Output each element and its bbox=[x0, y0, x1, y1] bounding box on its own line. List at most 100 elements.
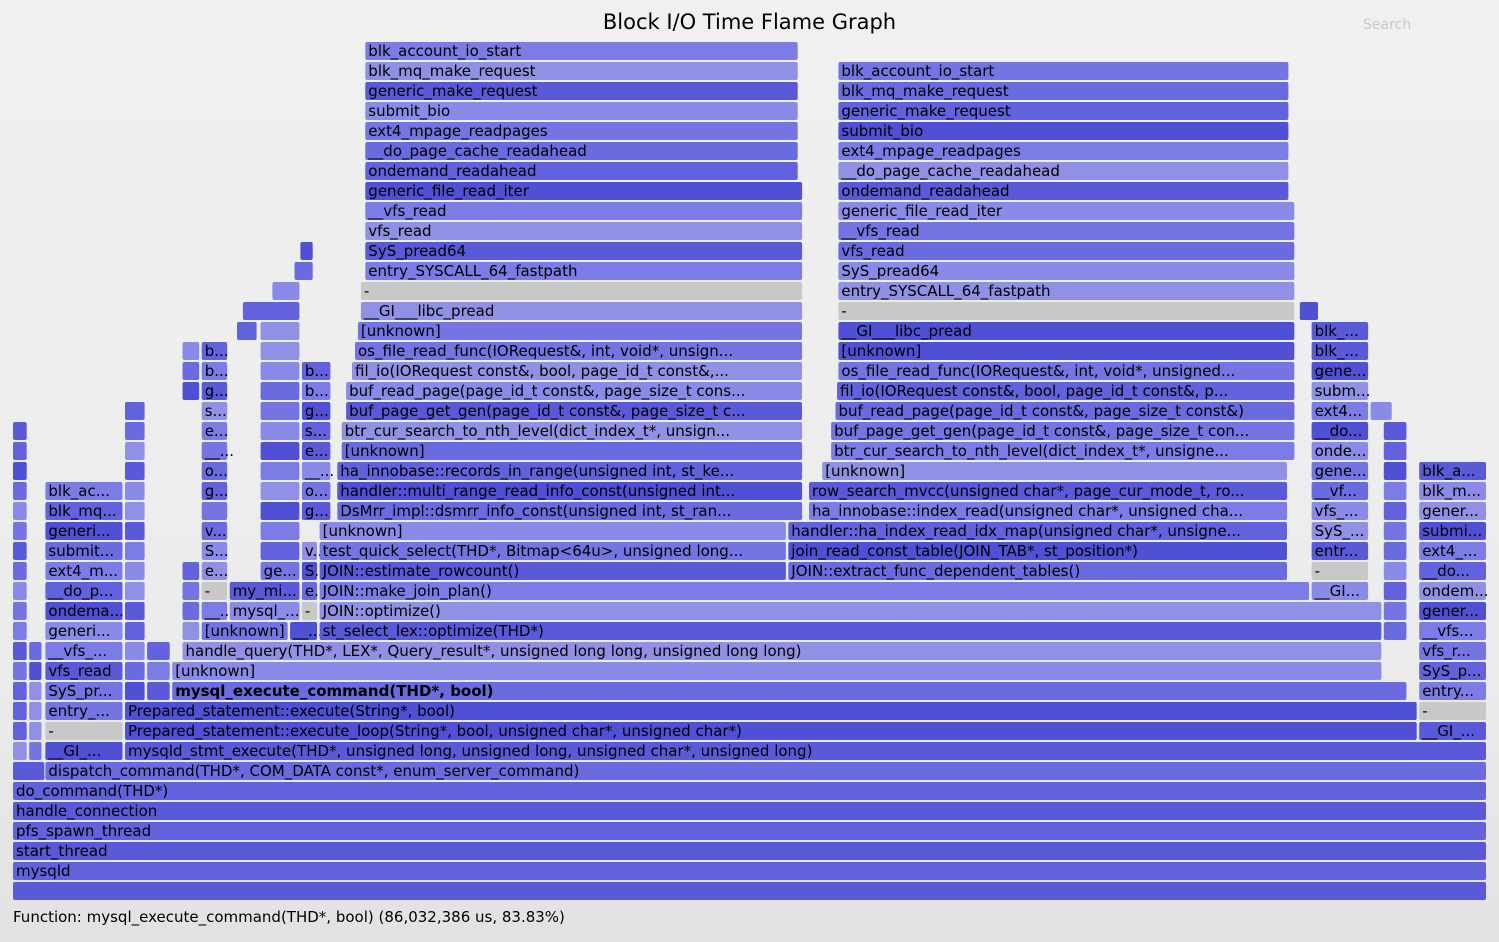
flame-frame-rect[interactable] bbox=[838, 82, 1289, 100]
flame-frame[interactable] bbox=[1383, 542, 1407, 560]
flame-frame-rect[interactable] bbox=[260, 362, 300, 380]
flame-frame[interactable]: test_quick_select(THD*, Bitmap<64u>, uns… bbox=[319, 542, 786, 561]
flame-frame-rect[interactable] bbox=[13, 462, 27, 480]
flame-frame-rect[interactable] bbox=[1383, 622, 1407, 640]
flame-frame-rect[interactable] bbox=[260, 382, 300, 400]
flame-frame[interactable]: join_read_const_table(JOIN_TAB*, st_posi… bbox=[788, 542, 1287, 561]
flame-frame[interactable] bbox=[125, 642, 145, 660]
flame-frame-rect[interactable] bbox=[337, 462, 803, 480]
flame-frame-rect[interactable] bbox=[831, 422, 1295, 440]
flame-frame[interactable]: e... bbox=[201, 422, 229, 440]
flame-frame-rect[interactable] bbox=[201, 462, 228, 480]
flame-frame-rect[interactable] bbox=[13, 502, 27, 520]
flame-frame[interactable]: SyS_pread64 bbox=[838, 262, 1295, 281]
flame-frame-rect[interactable] bbox=[125, 402, 145, 420]
flame-frame-rect[interactable] bbox=[29, 722, 42, 740]
flame-frame[interactable]: gener... bbox=[1419, 602, 1486, 620]
flame-frame[interactable] bbox=[13, 742, 27, 760]
flame-frame[interactable]: ha_innobase::records_in_range(unsigned i… bbox=[337, 462, 803, 481]
flame-frame[interactable]: [unknown] bbox=[822, 462, 1287, 480]
flame-frame[interactable]: [unknown] bbox=[341, 442, 803, 460]
flame-frame[interactable] bbox=[260, 342, 300, 360]
flame-frame-rect[interactable] bbox=[201, 522, 228, 540]
flame-frame-rect[interactable] bbox=[822, 462, 1287, 480]
flame-frame-rect[interactable] bbox=[45, 662, 123, 680]
flame-frame[interactable]: entr... bbox=[1311, 542, 1369, 560]
flame-frame-rect[interactable] bbox=[838, 362, 1295, 380]
flame-frame-rect[interactable] bbox=[365, 42, 798, 60]
flame-frame-rect[interactable] bbox=[809, 482, 1288, 500]
flame-frame[interactable]: ge... bbox=[260, 562, 300, 580]
flame-frame[interactable]: blk_mq_make_request bbox=[838, 82, 1289, 101]
flame-frame[interactable]: __vfs_read bbox=[365, 202, 803, 221]
flame-frame[interactable]: JOIN::extract_func_dependent_tables() bbox=[788, 562, 1287, 581]
flame-frame-rect[interactable] bbox=[1383, 542, 1407, 560]
flame-frame-rect[interactable] bbox=[838, 142, 1289, 160]
flame-frame[interactable]: JOIN::optimize() bbox=[319, 602, 1382, 620]
flame-frame[interactable]: SyS_pread64 bbox=[365, 242, 803, 261]
flame-frame-rect[interactable] bbox=[301, 542, 318, 560]
flame-frame[interactable]: blk_... bbox=[1311, 322, 1369, 341]
flame-frame[interactable]: mysql_... bbox=[229, 602, 300, 621]
flame-frame-rect[interactable] bbox=[1311, 522, 1369, 540]
flame-frame[interactable]: ondema... bbox=[45, 602, 124, 620]
flame-frame[interactable]: os_file_read_func(IORequest&, int, void*… bbox=[355, 342, 803, 361]
flame-frame[interactable]: e... bbox=[301, 442, 331, 460]
flame-frame[interactable]: - bbox=[301, 602, 318, 620]
flame-frame[interactable]: e... bbox=[201, 562, 229, 580]
flame-frame[interactable]: S... bbox=[201, 542, 229, 560]
flame-frame-rect[interactable] bbox=[1311, 442, 1369, 460]
flame-frame[interactable]: submi... bbox=[1419, 522, 1486, 540]
flame-frame-rect[interactable] bbox=[1419, 662, 1486, 680]
flame-frame-rect[interactable] bbox=[838, 222, 1295, 240]
flame-frame[interactable]: submit_bio bbox=[838, 122, 1289, 141]
flame-frame[interactable]: os_file_read_func(IORequest&, int, void*… bbox=[838, 362, 1295, 381]
flame-frame[interactable] bbox=[29, 742, 42, 760]
flame-frame-rect[interactable] bbox=[125, 682, 145, 700]
flame-frame[interactable]: entry_... bbox=[45, 702, 123, 721]
flame-frame-rect[interactable] bbox=[838, 182, 1289, 200]
flame-frame-rect[interactable] bbox=[45, 502, 123, 520]
flame-frame[interactable]: s... bbox=[301, 422, 331, 440]
flame-frame[interactable]: - bbox=[838, 302, 1295, 320]
flame-frame[interactable]: SyS_... bbox=[1311, 522, 1369, 541]
flame-frame[interactable]: handler::multi_range_read_info_const(uns… bbox=[337, 482, 803, 501]
flame-frame[interactable] bbox=[182, 602, 200, 620]
flame-frame[interactable]: o... bbox=[201, 462, 228, 480]
flame-frame-rect[interactable] bbox=[172, 682, 1407, 700]
flame-frame[interactable]: v... bbox=[201, 522, 228, 540]
flame-frame[interactable]: [unknown] bbox=[838, 342, 1295, 360]
flame-frame[interactable] bbox=[260, 322, 300, 340]
flame-frame-rect[interactable] bbox=[1419, 582, 1486, 600]
flame-frame[interactable]: o... bbox=[301, 482, 331, 500]
flame-frame[interactable]: __vf... bbox=[1311, 482, 1369, 501]
flame-frame[interactable]: fil_io(IORequest const&, bool, page_id_t… bbox=[352, 362, 802, 381]
flame-frame[interactable] bbox=[1383, 622, 1407, 640]
flame-frame-rect[interactable] bbox=[125, 602, 145, 620]
flame-frame[interactable] bbox=[125, 662, 145, 680]
flame-frame[interactable] bbox=[260, 442, 300, 460]
flame-frame[interactable] bbox=[13, 602, 27, 620]
flame-frame-rect[interactable] bbox=[45, 622, 123, 640]
flame-frame[interactable]: row_search_mvcc(unsigned char*, page_cur… bbox=[809, 482, 1288, 501]
flame-frame[interactable]: __do_p... bbox=[45, 582, 123, 601]
flame-frame[interactable]: __... bbox=[201, 442, 234, 461]
flame-frame-rect[interactable] bbox=[45, 602, 123, 620]
flame-frame[interactable] bbox=[260, 402, 300, 420]
flame-frame-rect[interactable] bbox=[45, 482, 123, 500]
flame-frame[interactable] bbox=[125, 502, 145, 520]
flame-frame-rect[interactable] bbox=[360, 302, 803, 320]
flame-frame-rect[interactable] bbox=[1383, 602, 1407, 620]
flame-frame[interactable]: - bbox=[360, 282, 803, 300]
flame-frame[interactable]: g... bbox=[201, 382, 229, 400]
flame-frame-rect[interactable] bbox=[13, 522, 27, 540]
flame-frame[interactable]: entry_SYSCALL_64_fastpath bbox=[838, 282, 1295, 301]
flame-frame-rect[interactable] bbox=[341, 422, 803, 440]
flame-frame[interactable] bbox=[182, 562, 200, 580]
flame-frame-rect[interactable] bbox=[13, 642, 27, 660]
flame-frame[interactable]: ondemand_readahead bbox=[365, 162, 798, 181]
flame-frame-rect[interactable] bbox=[260, 442, 300, 460]
flame-frame-rect[interactable] bbox=[1419, 682, 1486, 700]
flame-frame-rect[interactable] bbox=[125, 502, 145, 520]
flame-frame-rect[interactable] bbox=[1419, 542, 1486, 560]
